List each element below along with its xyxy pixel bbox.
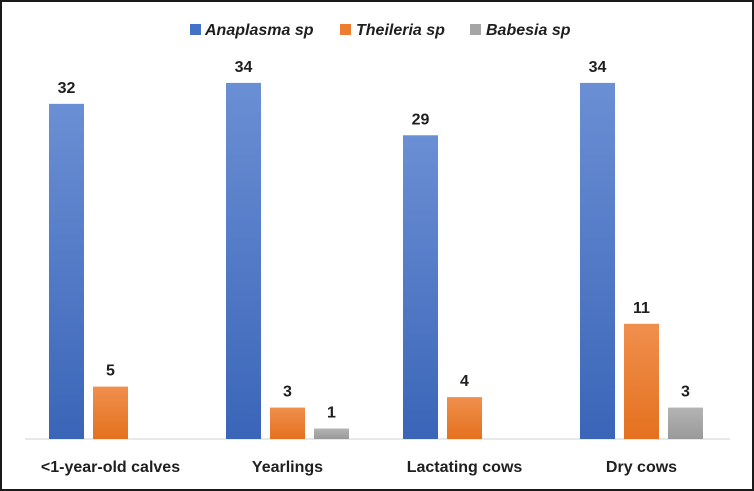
- category-label-lactating-cows: Lactating cows: [407, 459, 523, 476]
- legend-swatch-anaplasma: [190, 24, 201, 35]
- legend-swatch-theileria: [340, 24, 351, 35]
- bar-babesia-sp-yearlings: [314, 428, 349, 439]
- value-label-babesia-sp-dry-cows: 3: [681, 384, 690, 401]
- bar-theileria-sp-dry-cows: [624, 323, 659, 439]
- bar-anaplasma-sp-dry-cows: [580, 82, 615, 439]
- value-label-theileria-sp-lactating-cows: 4: [460, 373, 469, 390]
- value-label-anaplasma-sp-lactating-cows: 29: [412, 111, 430, 128]
- bar-theileria-sp-1-year-old-calves: [93, 386, 128, 439]
- value-label-babesia-sp-yearlings: 1: [327, 405, 336, 422]
- legend-item-theileria: Theileria sp: [340, 22, 445, 39]
- legend-item-babesia: Babesia sp: [470, 22, 571, 39]
- value-label-anaplasma-sp-dry-cows: 34: [589, 59, 607, 76]
- legend-swatch-babesia: [470, 24, 481, 35]
- bar-anaplasma-sp-yearlings: [226, 82, 261, 439]
- value-label-theileria-sp-yearlings: 3: [283, 384, 292, 401]
- bar-theileria-sp-lactating-cows: [447, 397, 482, 439]
- value-label-theileria-sp-1-year-old-calves: 5: [106, 363, 115, 380]
- category-label-dry-cows: Dry cows: [606, 459, 677, 476]
- value-label-anaplasma-sp-1-year-old-calves: 32: [58, 80, 76, 97]
- category-labels-group: <1-year-old calves Yearlings Lactating cow…: [41, 459, 677, 476]
- bars-group: [49, 82, 703, 439]
- value-label-theileria-sp-dry-cows: 11: [633, 300, 650, 317]
- value-label-anaplasma-sp-yearlings: 34: [235, 59, 253, 76]
- bar-babesia-sp-dry-cows: [668, 407, 703, 439]
- value-labels-group: 32 5 34 3 1 29 4 34 11 3: [58, 59, 690, 422]
- legend-label-babesia: Babesia sp: [486, 22, 571, 39]
- bar-anaplasma-sp-lactating-cows: [403, 135, 438, 439]
- legend-label-anaplasma: Anaplasma sp: [204, 22, 314, 39]
- legend-label-theileria: Theileria sp: [356, 22, 445, 39]
- category-label-1-year-old-calves: <1-year-old calves: [41, 459, 180, 476]
- legend: Anaplasma sp Theileria sp Babesia sp: [190, 22, 571, 39]
- bar-theileria-sp-yearlings: [270, 407, 305, 439]
- category-label-yearlings: Yearlings: [252, 459, 323, 476]
- bar-anaplasma-sp-1-year-old-calves: [49, 103, 84, 439]
- legend-item-anaplasma: Anaplasma sp: [190, 22, 314, 39]
